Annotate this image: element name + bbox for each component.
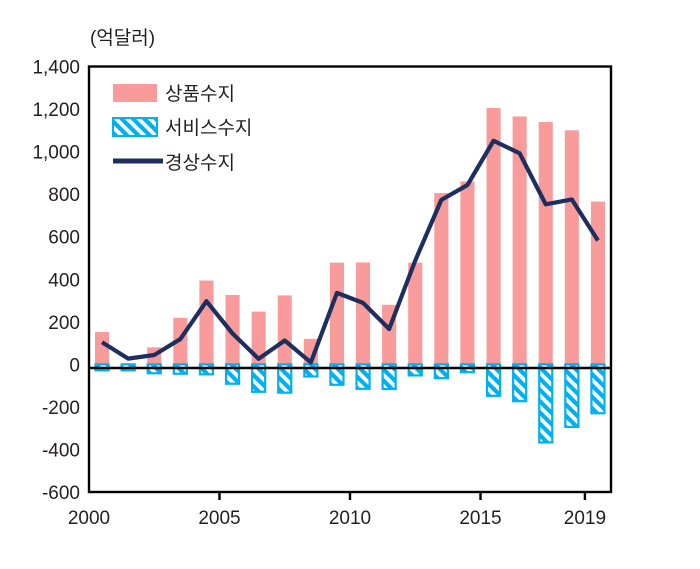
x-tick-label: 2010	[329, 508, 371, 529]
goods-balance-bar	[538, 122, 553, 365]
goods-balance-bar	[460, 181, 475, 365]
x-tick-label: 2005	[198, 508, 240, 529]
legend-label-current-account: 경상수지	[165, 152, 235, 174]
y-tick-label: 800	[48, 185, 80, 206]
services-balance-bars	[94, 363, 606, 444]
services-balance-bar	[251, 363, 267, 393]
goods-balance-bar	[486, 107, 501, 365]
services-balance-bar	[512, 363, 528, 403]
goods-balance-bar	[356, 262, 371, 365]
x-tick-label: 2015	[459, 508, 501, 529]
services-balance-bar	[538, 363, 554, 444]
goods-balance-bars	[95, 107, 605, 365]
y-tick-label: -600	[42, 483, 80, 504]
services-balance-bar	[277, 363, 293, 394]
goods-balance-bar	[512, 116, 527, 365]
chart-unit-title: (억달러)	[90, 27, 155, 49]
y-tick-label: 1,200	[32, 100, 80, 121]
y-tick-label: 600	[48, 228, 80, 249]
y-tick-label: 1,400	[32, 58, 80, 79]
services-balance-bar	[433, 363, 449, 380]
legend-swatch-services	[112, 117, 158, 137]
plot-frame	[87, 65, 613, 494]
x-axis-tick-marks	[218, 492, 587, 500]
services-balance-bar	[381, 363, 397, 391]
legend-label-services: 서비스수지	[165, 117, 252, 139]
goods-balance-bar	[95, 332, 110, 365]
goods-balance-bar	[408, 262, 423, 365]
services-balance-bar	[485, 363, 502, 397]
goods-balance-bar	[564, 130, 579, 365]
legend-swatch-goods	[113, 84, 157, 102]
goods-balance-bar	[434, 193, 449, 365]
services-balance-bar	[198, 363, 215, 376]
y-axis-tick-labels: 1,400 1,200 1,000 800 600 400 200 0 -200 -400 -600	[32, 58, 80, 505]
y-tick-label: 0	[69, 355, 80, 376]
y-tick-label: -200	[42, 398, 80, 419]
y-tick-label: -400	[42, 440, 80, 461]
chart-legend: 상품수지 서비스수지 경상수지	[112, 83, 252, 174]
services-balance-bar	[590, 363, 606, 415]
y-tick-label: 200	[48, 313, 80, 334]
goods-balance-bar	[590, 201, 605, 365]
current-account-line	[100, 138, 600, 365]
services-balance-bar	[564, 363, 580, 428]
goods-balance-bar	[251, 311, 266, 365]
services-balance-bar	[355, 363, 371, 390]
services-balance-bar	[329, 363, 345, 386]
x-axis-tick-labels: 2000 2005 2010 2015 2019	[68, 508, 606, 529]
goods-balance-bar	[277, 295, 292, 365]
goods-balance-bar	[199, 280, 214, 365]
services-balance-bar	[407, 363, 423, 377]
x-tick-label: 2019	[564, 508, 606, 529]
y-tick-label: 400	[48, 270, 80, 291]
x-tick-label: 2000	[68, 508, 110, 529]
services-balance-bar	[303, 363, 319, 378]
y-tick-label: 1,000	[32, 143, 80, 164]
legend-label-goods: 상품수지	[165, 83, 235, 105]
goods-balance-bar	[329, 262, 344, 365]
goods-balance-bar	[225, 294, 240, 365]
